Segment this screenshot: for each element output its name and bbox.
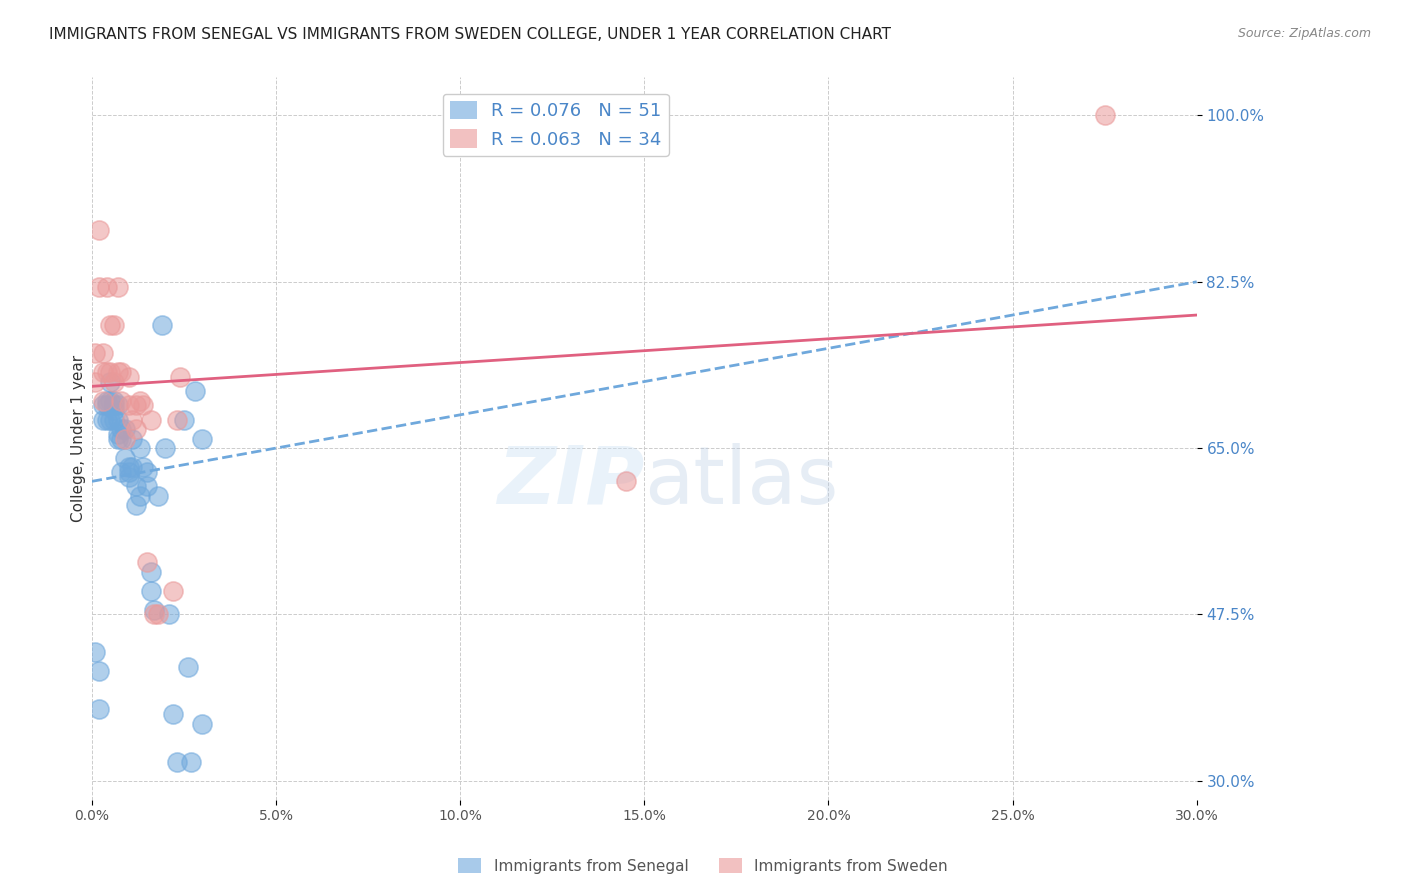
- Point: [143, 607, 166, 622]
- Point: [121, 412, 143, 426]
- Point: [128, 393, 150, 408]
- Point: [89, 279, 111, 293]
- Point: [121, 432, 143, 446]
- Point: [121, 460, 143, 475]
- Point: [110, 365, 132, 379]
- Point: [166, 755, 188, 769]
- Point: [107, 432, 129, 446]
- Point: [162, 707, 184, 722]
- Point: [169, 369, 191, 384]
- Point: [136, 555, 159, 569]
- Point: [132, 460, 155, 475]
- Point: [89, 222, 111, 236]
- Point: [184, 384, 207, 398]
- Point: [110, 393, 132, 408]
- Point: [107, 279, 129, 293]
- Text: IMMIGRANTS FROM SENEGAL VS IMMIGRANTS FROM SWEDEN COLLEGE, UNDER 1 YEAR CORRELAT: IMMIGRANTS FROM SENEGAL VS IMMIGRANTS FR…: [49, 27, 891, 42]
- Point: [128, 441, 150, 455]
- Point: [117, 369, 139, 384]
- Point: [91, 346, 114, 360]
- Point: [173, 412, 195, 426]
- Point: [143, 602, 166, 616]
- Point: [117, 465, 139, 479]
- Point: [139, 412, 162, 426]
- Point: [84, 645, 107, 659]
- Point: [103, 398, 125, 412]
- Point: [91, 393, 114, 408]
- Point: [89, 702, 111, 716]
- Point: [614, 475, 637, 489]
- Text: atlas: atlas: [644, 443, 838, 521]
- Point: [136, 465, 159, 479]
- Point: [96, 412, 118, 426]
- Point: [139, 583, 162, 598]
- Point: [125, 479, 148, 493]
- Point: [125, 422, 148, 436]
- Point: [146, 489, 169, 503]
- Point: [155, 441, 177, 455]
- Point: [157, 607, 180, 622]
- Point: [114, 422, 136, 436]
- Point: [103, 393, 125, 408]
- Point: [114, 432, 136, 446]
- Point: [146, 607, 169, 622]
- Text: Source: ZipAtlas.com: Source: ZipAtlas.com: [1237, 27, 1371, 40]
- Point: [191, 432, 214, 446]
- Point: [96, 279, 118, 293]
- Point: [136, 479, 159, 493]
- Point: [125, 498, 148, 512]
- Point: [139, 565, 162, 579]
- Point: [96, 398, 118, 412]
- Point: [96, 365, 118, 379]
- Point: [103, 318, 125, 332]
- Point: [110, 422, 132, 436]
- Point: [103, 375, 125, 389]
- Y-axis label: College, Under 1 year: College, Under 1 year: [72, 355, 86, 522]
- Legend: Immigrants from Senegal, Immigrants from Sweden: Immigrants from Senegal, Immigrants from…: [453, 852, 953, 880]
- Point: [98, 412, 121, 426]
- Point: [107, 426, 129, 441]
- Point: [162, 583, 184, 598]
- Point: [110, 465, 132, 479]
- Point: [191, 716, 214, 731]
- Point: [110, 432, 132, 446]
- Point: [98, 393, 121, 408]
- Point: [107, 398, 129, 412]
- Point: [98, 318, 121, 332]
- Text: ZIP: ZIP: [496, 443, 644, 521]
- Point: [98, 365, 121, 379]
- Point: [89, 665, 111, 679]
- Point: [117, 398, 139, 412]
- Point: [176, 659, 198, 673]
- Point: [114, 450, 136, 465]
- Point: [150, 318, 173, 332]
- Point: [128, 489, 150, 503]
- Point: [98, 375, 121, 389]
- Point: [84, 375, 107, 389]
- Point: [91, 412, 114, 426]
- Point: [117, 460, 139, 475]
- Point: [91, 398, 114, 412]
- Point: [166, 412, 188, 426]
- Point: [132, 398, 155, 412]
- Point: [84, 346, 107, 360]
- Point: [180, 755, 202, 769]
- Point: [103, 412, 125, 426]
- Point: [107, 365, 129, 379]
- Point: [107, 412, 129, 426]
- Point: [91, 365, 114, 379]
- Point: [117, 469, 139, 483]
- Point: [103, 403, 125, 417]
- Point: [1094, 108, 1116, 122]
- Point: [125, 398, 148, 412]
- Legend: R = 0.076   N = 51, R = 0.063   N = 34: R = 0.076 N = 51, R = 0.063 N = 34: [443, 94, 669, 156]
- Point: [96, 393, 118, 408]
